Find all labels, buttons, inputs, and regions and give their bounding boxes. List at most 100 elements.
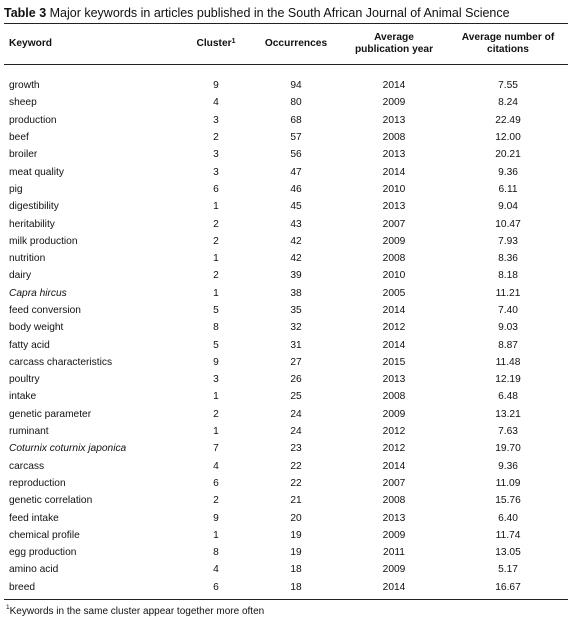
table-body: growth 9 94 2014 7.55 sheep 4 80 2009 8.24 product… [4, 65, 568, 600]
cell-cluster: 4 [213, 460, 219, 472]
table-row: growth 9 94 2014 7.55 [4, 77, 568, 94]
cell-cluster: 2 [213, 495, 219, 507]
cell-average-citations: 16.67 [448, 578, 568, 600]
cell-average-citations: 7.40 [498, 305, 518, 316]
cell-average-citations: 11.74 [495, 529, 521, 541]
table-spacer-row [4, 65, 568, 78]
cell-average-publication-year: 2009 [382, 408, 406, 420]
table-caption-label: Table 3 [4, 6, 47, 20]
cell-average-publication-year: 2012 [382, 443, 406, 455]
cell-cluster: 9 [213, 512, 219, 524]
cell-occurrences: 80 [290, 97, 302, 109]
cell-occurrences: 42 [290, 253, 302, 265]
cell-average-publication-year: 2015 [382, 356, 406, 368]
cell-occurrences: 57 [290, 132, 302, 144]
table-caption: Table 3 Major keywords in articles publi… [4, 0, 576, 23]
cell-occurrences: 46 [290, 183, 302, 195]
cell-cluster: 1 [213, 253, 219, 265]
cell-keyword: feed intake [9, 512, 59, 524]
cell-occurrences: 18 [252, 578, 340, 600]
cell-average-citations: 6.40 [498, 512, 518, 524]
table-row: poultry 3 26 2013 12.19 [4, 371, 568, 388]
cell-cluster: 7 [213, 443, 219, 455]
cell-cluster: 2 [213, 408, 219, 420]
cell-average-citations: 11.48 [495, 356, 521, 368]
cell-average-publication-year: 2008 [382, 132, 406, 144]
cell-cluster: 2 [213, 218, 219, 230]
cell-average-citations: 8.87 [498, 339, 518, 351]
table-row: ruminant 1 24 2012 7.63 [4, 423, 568, 440]
header-occurrences: Occurrences [252, 23, 340, 65]
cell-keyword: dairy [9, 270, 32, 282]
cell-average-citations: 9.03 [498, 322, 518, 334]
cell-cluster: 4 [213, 564, 219, 576]
table-header-row: Keyword Cluster1 Occurrences Average publ… [4, 23, 568, 65]
cell-average-citations: 13.05 [495, 547, 521, 559]
cell-average-publication-year: 2014 [382, 80, 406, 92]
cell-keyword: genetic parameter [9, 408, 92, 420]
cell-keyword: Coturnix coturnix japonica [9, 443, 127, 455]
table-row: milk production 2 42 2009 7.93 [4, 233, 568, 250]
table-row: Coturnix coturnix japonica 7 23 2012 19.70 [4, 440, 568, 457]
cell-cluster: 9 [213, 356, 219, 368]
cell-average-publication-year: 2011 [383, 547, 405, 559]
table-row: heritability 2 43 2007 10.47 [4, 215, 568, 232]
cell-average-citations: 10.47 [495, 218, 521, 230]
cell-keyword: heritability [9, 218, 55, 230]
table-row: feed conversion 5 35 2014 7.40 [4, 302, 568, 319]
cell-average-citations: 13.21 [495, 408, 521, 420]
cell-average-publication-year: 2013 [382, 374, 406, 386]
cell-occurrences: 20 [290, 512, 302, 524]
cell-average-publication-year: 2013 [382, 201, 406, 213]
cell-average-publication-year: 2014 [382, 339, 406, 351]
table-row: reproduction 6 22 2007 11.09 [4, 475, 568, 492]
cell-occurrences: 25 [290, 391, 302, 403]
cell-occurrences: 32 [290, 322, 302, 334]
cell-average-citations: 9.36 [498, 166, 518, 178]
cell-cluster: 2 [213, 235, 219, 247]
cell-average-citations: 22.49 [495, 114, 521, 126]
cell-cluster: 9 [213, 80, 219, 92]
cell-cluster: 8 [213, 547, 219, 559]
cell-average-citations: 9.04 [498, 201, 518, 213]
cell-average-citations: 8.24 [498, 97, 518, 109]
cell-occurrences: 19 [290, 529, 302, 541]
cell-keyword: broiler [9, 149, 38, 161]
table-row: production 3 68 2013 22.49 [4, 112, 568, 129]
cell-average-publication-year: 2008 [382, 253, 406, 265]
cell-occurrences: 35 [290, 305, 302, 316]
cell-cluster: 5 [213, 305, 219, 316]
table-row: chemical profile 1 19 2009 11.74 [4, 527, 568, 544]
cell-average-publication-year: 2007 [382, 218, 406, 230]
cell-cluster: 3 [213, 374, 219, 386]
table-row: body weight 8 32 2012 9.03 [4, 319, 568, 336]
cell-average-citations: 11.21 [495, 287, 521, 299]
cell-average-citations: 8.18 [498, 270, 518, 282]
cell-occurrences: 19 [290, 547, 302, 559]
footnote-text: Keywords in the same cluster appear toge… [9, 605, 265, 617]
cell-occurrences: 22 [290, 477, 302, 489]
cell-cluster: 1 [213, 529, 219, 541]
cell-cluster: 6 [213, 477, 219, 489]
cell-keyword: reproduction [9, 477, 66, 489]
table-row: digestibility 1 45 2013 9.04 [4, 198, 568, 215]
table-row: feed intake 9 20 2013 6.40 [4, 509, 568, 526]
header-avg-cit-line2: citations [487, 44, 529, 55]
cell-keyword: egg production [9, 547, 77, 559]
cell-cluster: 1 [213, 287, 219, 299]
cell-keyword: feed conversion [9, 305, 81, 316]
table-row: breed 6 18 2014 16.67 [4, 578, 568, 600]
table-row: dairy 2 39 2010 8.18 [4, 267, 568, 284]
cell-average-citations: 8.36 [498, 253, 518, 265]
cell-keyword: meat quality [9, 166, 64, 178]
cell-average-citations: 9.36 [498, 460, 518, 472]
footnote-mark: 1 [6, 603, 10, 611]
cell-average-publication-year: 2009 [382, 235, 406, 247]
table-row: carcass 4 22 2014 9.36 [4, 458, 568, 475]
cell-average-citations: 6.11 [498, 183, 518, 195]
cell-average-citations: 12.19 [495, 374, 521, 386]
table-row: sheep 4 80 2009 8.24 [4, 94, 568, 111]
keywords-table: Keyword Cluster1 Occurrences Average publ… [4, 23, 568, 600]
cell-keyword: carcass [9, 460, 45, 472]
cell-average-publication-year: 2008 [382, 495, 406, 507]
